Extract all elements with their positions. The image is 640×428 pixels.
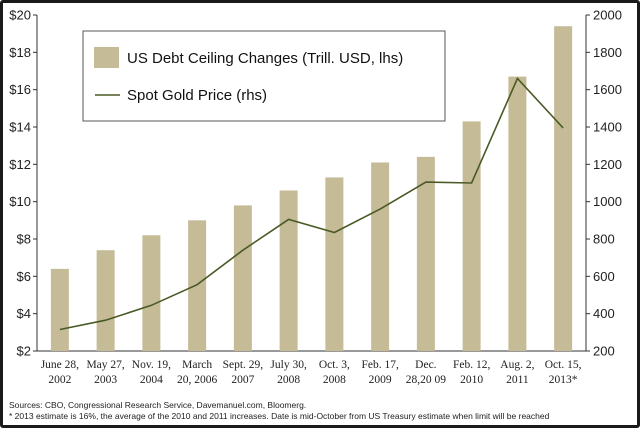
right-axis: 200 400 600 800 1000 1200 1400 1600 1800 2000 [37,8,622,359]
category-label: Nov. 19, 2004 [132,359,171,386]
left-tick-label: $10 [9,194,31,209]
bar [508,76,527,351]
bar [96,250,115,351]
bar [371,162,390,351]
bar [416,156,435,351]
category-label: Feb. 12, 2010 [453,359,491,386]
right-tick-label: 1600 [593,82,622,97]
bar [325,177,344,351]
category-label-line: 2013* [549,374,578,386]
left-tick-label: $12 [9,157,31,172]
category-label-line: 2003 [94,374,117,386]
category-label: Dec. 28,20 09 [406,359,447,386]
category-label-line: Sept. 29, [223,359,264,371]
left-tick-label: $8 [17,232,31,247]
category-label-line: 2011 [506,374,529,386]
bar [142,235,161,351]
category-label-line: 2004 [140,374,163,386]
right-tick-label: 200 [593,344,615,359]
category-label-line: 20, 2006 [177,374,218,386]
left-tick-label: $16 [9,82,31,97]
bar [188,220,207,351]
footnote-note: * 2013 estimate is 16%, the average of t… [9,410,550,421]
right-tick-label: 1800 [593,45,622,60]
bar [554,26,573,351]
bar [50,268,69,351]
left-tick-label: $20 [9,8,31,23]
category-labels: June 28, 2002 May 27, 2003 Nov. 19, 2004 March… [41,359,582,386]
right-tick-label: 1200 [593,157,622,172]
category-label-line: Dec. [415,359,437,371]
category-label: July 30, 2008 [270,359,307,386]
category-label: March 20, 2006 [177,359,218,386]
legend-bar-swatch [94,47,119,68]
category-label-line: Aug. 2, [500,359,534,371]
category-label-line: Oct. 15, [545,359,582,371]
footnote-sources: Sources: CBO, Congressional Research Ser… [9,400,307,410]
category-label-line: 2007 [231,374,254,386]
bar [462,121,481,352]
category-label-line: 2008 [277,374,300,386]
legend-box [82,30,446,122]
right-tick-label: 400 [593,306,615,321]
line-series [59,77,564,331]
category-label-line: May 27, [86,359,124,371]
bar [233,205,252,351]
chart-svg: $2 $4 $6 $8 $10 $12 $14 $16 $18 $20 200 400 600 800 1… [9,8,622,387]
category-label-line: 2008 [323,374,346,386]
legend: US Debt Ceiling Changes (Trill. USD, lhs… [82,30,446,122]
bar-series [50,26,573,352]
category-label: Aug. 2, 2011 [500,359,534,386]
left-tick-label: $4 [17,306,31,321]
right-tick-label: 1400 [593,120,622,135]
bar [279,190,298,351]
category-label-line: Feb. 17, [361,359,399,371]
category-label: May 27, 2003 [86,359,124,386]
left-tick-label: $2 [17,344,31,359]
category-label-line: 2009 [369,374,392,386]
category-label-line: Nov. 19, [132,359,171,371]
footnote: Sources: CBO, Congressional Research Ser… [9,400,635,421]
category-label: Feb. 17, 2009 [361,359,399,386]
category-label: June 28, 2002 [41,359,79,386]
left-tick-label: $6 [17,269,31,284]
category-label-line: March [182,359,212,371]
left-tick-label: $14 [9,120,31,135]
right-tick-label: 1000 [593,194,622,209]
legend-bar-label: US Debt Ceiling Changes (Trill. USD, lhs… [127,50,403,67]
category-label: Sept. 29, 2007 [223,359,264,386]
category-label-line: 28,20 09 [406,374,447,386]
legend-line-label: Spot Gold Price (rhs) [127,87,267,104]
category-label-line: June 28, [41,359,79,371]
category-label: Oct. 15, 2013* [545,359,582,386]
left-axis: $2 $4 $6 $8 $10 $12 $14 $16 $18 $20 [9,8,38,359]
right-tick-label: 2000 [593,8,622,23]
category-label-line: 2002 [48,374,71,386]
category-label-line: Feb. 12, [453,359,491,371]
right-tick-label: 600 [593,269,615,284]
category-label: Oct. 3, 2008 [319,359,350,386]
category-label-line: Oct. 3, [319,359,350,371]
right-tick-label: 800 [593,232,615,247]
gold-price-line [59,77,564,331]
left-tick-label: $18 [9,45,31,60]
category-label-line: 2010 [460,374,483,386]
category-label-line: July 30, [270,359,307,371]
